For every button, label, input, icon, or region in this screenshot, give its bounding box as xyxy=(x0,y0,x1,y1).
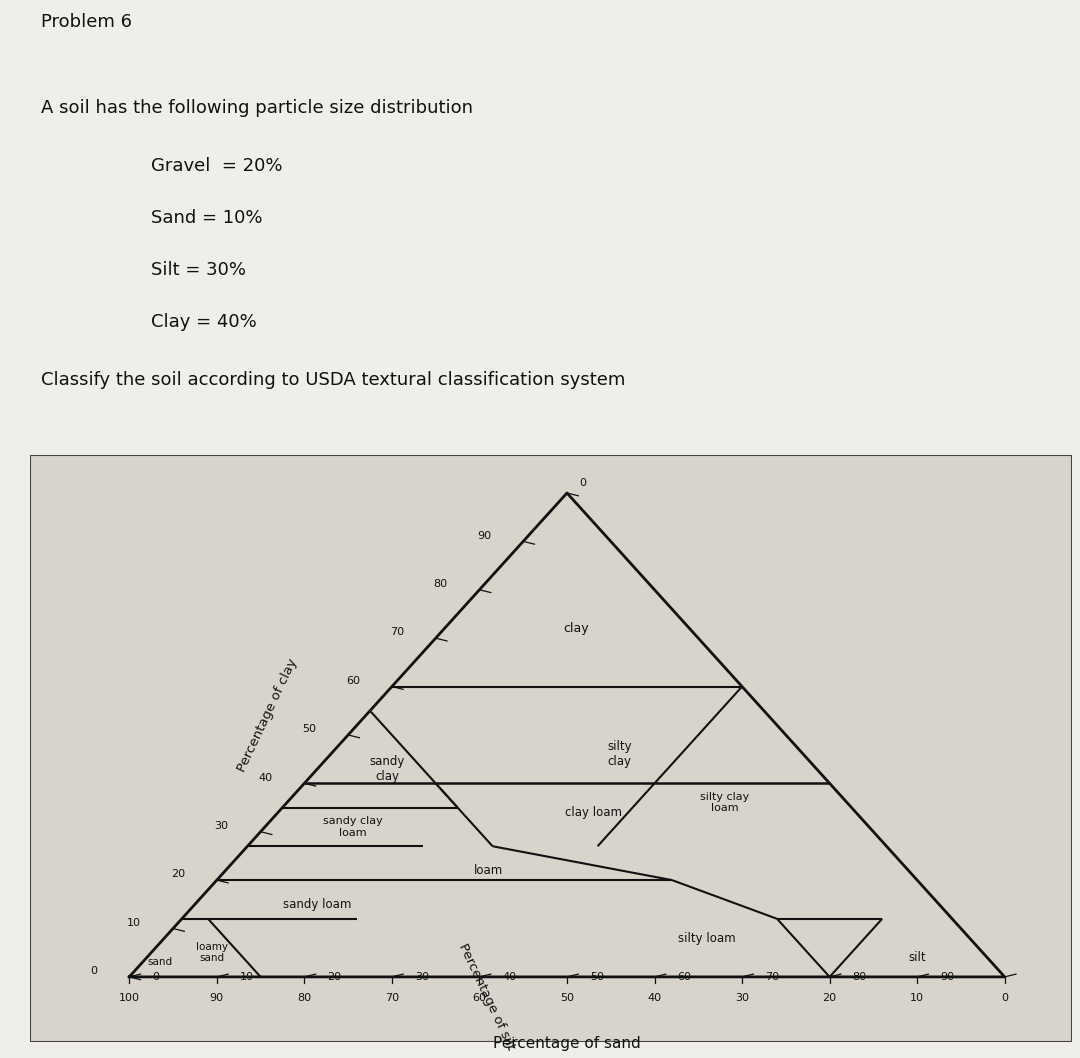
Text: 90: 90 xyxy=(940,972,955,982)
Text: 30: 30 xyxy=(735,993,750,1003)
Text: clay loam: clay loam xyxy=(565,806,622,819)
Text: sandy
clay: sandy clay xyxy=(369,754,405,783)
Text: 20: 20 xyxy=(327,972,341,982)
Text: 100: 100 xyxy=(119,993,139,1003)
Text: clay: clay xyxy=(563,622,589,635)
Text: 80: 80 xyxy=(297,993,311,1003)
Text: 30: 30 xyxy=(215,821,229,831)
Text: loamy
sand: loamy sand xyxy=(197,942,228,964)
Text: 60: 60 xyxy=(472,993,486,1003)
Text: Clay = 40%: Clay = 40% xyxy=(151,312,257,330)
Text: 0: 0 xyxy=(1001,993,1009,1003)
Text: sandy loam: sandy loam xyxy=(283,898,352,911)
Text: 20: 20 xyxy=(823,993,837,1003)
Text: 40: 40 xyxy=(647,993,662,1003)
Text: 70: 70 xyxy=(765,972,779,982)
Text: A soil has the following particle size distribution: A soil has the following particle size d… xyxy=(41,99,473,117)
Text: Problem 6: Problem 6 xyxy=(41,14,132,32)
Text: loam: loam xyxy=(473,864,503,877)
Text: sand: sand xyxy=(147,957,173,967)
Text: silty
clay: silty clay xyxy=(607,741,632,768)
Text: 10: 10 xyxy=(240,972,254,982)
Text: silty loam: silty loam xyxy=(678,932,735,945)
Text: 80: 80 xyxy=(433,579,447,589)
Text: sandy clay
loam: sandy clay loam xyxy=(323,816,382,838)
Text: 40: 40 xyxy=(258,772,272,783)
Text: 50: 50 xyxy=(559,993,573,1003)
Text: 50: 50 xyxy=(590,972,604,982)
Text: Silt = 30%: Silt = 30% xyxy=(151,261,246,279)
Text: 70: 70 xyxy=(384,993,399,1003)
Text: 40: 40 xyxy=(502,972,516,982)
Text: 30: 30 xyxy=(415,972,429,982)
Text: 0: 0 xyxy=(152,972,159,982)
Text: 10: 10 xyxy=(910,993,924,1003)
Text: Classify the soil according to USDA textural classification system: Classify the soil according to USDA text… xyxy=(41,371,625,389)
Text: 60: 60 xyxy=(346,676,360,686)
Text: 10: 10 xyxy=(127,917,141,928)
Text: silty clay
loam: silty clay loam xyxy=(700,791,750,814)
Text: 90: 90 xyxy=(210,993,224,1003)
Text: Percentage of sand: Percentage of sand xyxy=(494,1036,640,1051)
Text: 50: 50 xyxy=(302,724,316,734)
Text: 60: 60 xyxy=(677,972,691,982)
Text: 0: 0 xyxy=(91,966,97,977)
Text: 90: 90 xyxy=(477,530,491,541)
Text: 70: 70 xyxy=(390,627,404,637)
Text: Percentage of silt: Percentage of silt xyxy=(456,942,517,1052)
Text: Gravel  = 20%: Gravel = 20% xyxy=(151,158,283,176)
Text: 80: 80 xyxy=(852,972,866,982)
Text: Percentage of clay: Percentage of clay xyxy=(235,656,300,774)
Text: Sand = 10%: Sand = 10% xyxy=(151,209,262,227)
Text: 20: 20 xyxy=(171,870,185,879)
Text: 0: 0 xyxy=(579,477,586,488)
Text: silt: silt xyxy=(908,951,926,964)
